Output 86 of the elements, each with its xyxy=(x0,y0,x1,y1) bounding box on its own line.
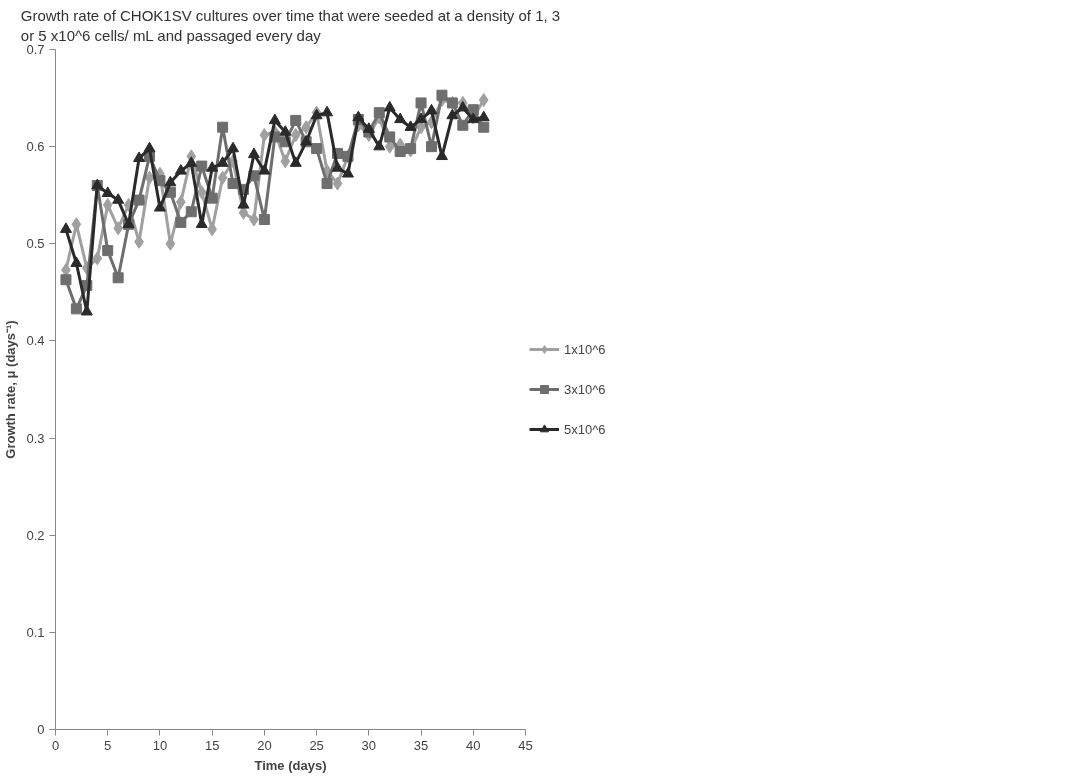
point xyxy=(174,164,187,175)
point xyxy=(70,303,82,315)
point xyxy=(196,160,208,172)
x-tick-label: 25 xyxy=(309,737,324,753)
x-tick-label: 30 xyxy=(361,737,377,753)
point xyxy=(383,100,396,112)
point xyxy=(415,112,428,124)
legend-label: 5x10^6 xyxy=(564,421,606,437)
point xyxy=(92,251,103,266)
point xyxy=(321,105,334,117)
point xyxy=(341,166,354,178)
point xyxy=(227,178,239,190)
point xyxy=(373,139,386,151)
legend-label: 3x10^6 xyxy=(564,381,606,397)
point xyxy=(332,176,343,191)
point xyxy=(101,186,114,197)
point xyxy=(185,156,198,167)
point xyxy=(404,120,417,131)
point xyxy=(143,141,156,153)
point xyxy=(227,141,240,153)
y-tick-label: 0 xyxy=(37,722,45,737)
point xyxy=(362,122,375,133)
point xyxy=(217,121,229,133)
point xyxy=(425,103,438,115)
point xyxy=(478,121,490,133)
y-tick-label: 0.2 xyxy=(26,527,45,543)
point xyxy=(280,154,291,169)
point xyxy=(164,175,177,187)
x-tick-label: 5 xyxy=(104,737,112,753)
point xyxy=(373,107,385,119)
x-axis-title: Time (days) xyxy=(254,757,327,773)
point xyxy=(60,274,72,286)
point xyxy=(258,164,271,175)
point xyxy=(133,151,146,162)
point xyxy=(394,112,407,124)
point xyxy=(206,161,219,172)
y-tick-label: 0.7 xyxy=(26,42,45,57)
point xyxy=(196,185,207,200)
point xyxy=(290,127,301,142)
point xyxy=(144,170,155,185)
point xyxy=(175,216,187,228)
point xyxy=(331,161,344,172)
point xyxy=(279,125,292,136)
y-tick-label: 0.6 xyxy=(26,139,45,155)
point xyxy=(133,194,145,206)
point xyxy=(436,89,448,101)
chart-title: Growth rate of CHOK1SV cultures over time that were seeded at a density of 1, 3 or 5 x10^6 cells/ mL and passaged every day xyxy=(20,7,561,45)
x-tick-label: 15 xyxy=(204,737,220,753)
y-tick-label: 0.1 xyxy=(26,624,45,640)
x-tick-label: 45 xyxy=(518,737,533,753)
x-tick-label: 40 xyxy=(466,737,481,753)
point xyxy=(70,256,83,267)
point xyxy=(259,127,270,142)
point xyxy=(457,119,469,131)
point xyxy=(185,206,197,218)
point xyxy=(290,114,302,126)
point xyxy=(247,147,260,159)
point xyxy=(311,143,323,155)
y-tick-label: 0.4 xyxy=(26,333,45,349)
y-tick-label: 0.3 xyxy=(26,430,45,446)
point xyxy=(258,214,270,225)
point xyxy=(321,178,333,190)
point xyxy=(112,193,125,204)
point xyxy=(268,113,281,125)
point xyxy=(415,97,427,109)
legend-label: 1x10^6 xyxy=(564,341,606,357)
point xyxy=(102,197,113,212)
point xyxy=(112,272,124,284)
point xyxy=(153,200,166,212)
x-tick-label: 35 xyxy=(413,737,429,753)
point xyxy=(102,245,114,257)
point xyxy=(477,110,490,122)
point xyxy=(394,146,406,157)
y-axis-title: Growth rate, μ (days⁻¹) xyxy=(3,320,19,459)
point xyxy=(384,131,396,143)
point xyxy=(456,100,469,112)
x-tick-label: 0 xyxy=(51,737,60,753)
point xyxy=(217,170,228,185)
point xyxy=(59,222,72,233)
x-tick-label: 20 xyxy=(257,737,272,753)
y-tick-label: 0.5 xyxy=(26,236,45,252)
point xyxy=(289,156,302,167)
point xyxy=(426,141,437,153)
x-tick-label: 10 xyxy=(152,737,168,753)
point xyxy=(478,93,489,108)
point xyxy=(446,108,459,120)
